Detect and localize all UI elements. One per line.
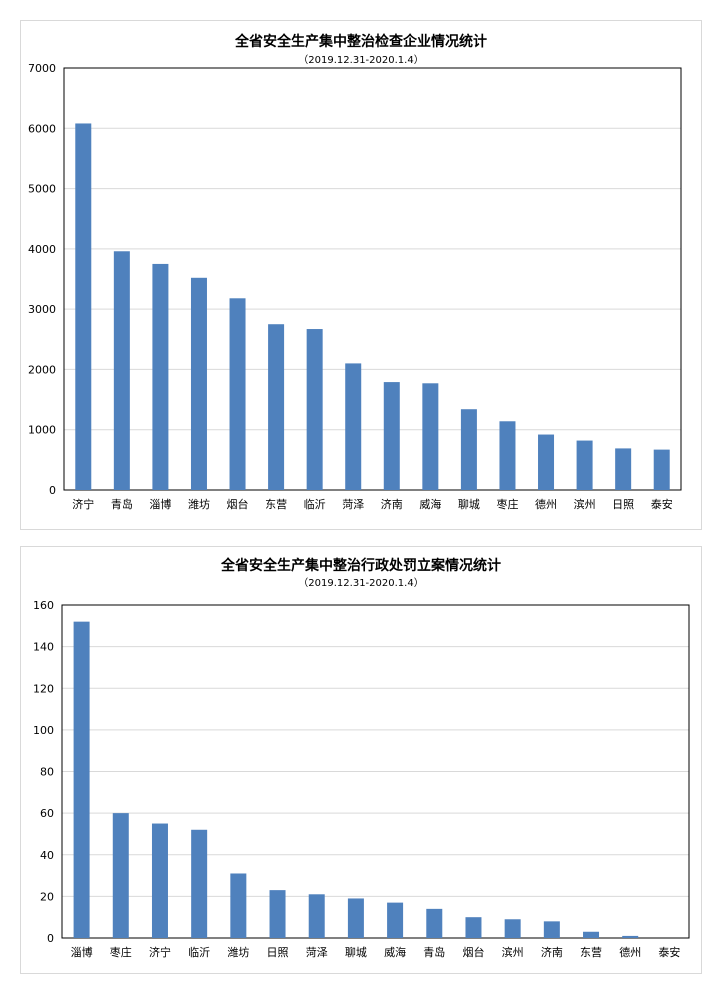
y-tick-label: 6000 — [28, 122, 56, 135]
chart-subtitle: （2019.12.31-2020.1.4） — [298, 55, 424, 66]
x-tick-label: 临沂 — [188, 945, 210, 959]
x-tick-label: 济南 — [381, 497, 403, 511]
x-tick-label: 潍坊 — [227, 945, 249, 959]
bar — [73, 621, 90, 938]
bar — [460, 409, 477, 490]
x-tick-label: 潍坊 — [188, 497, 210, 511]
x-tick-label: 滨州 — [574, 497, 596, 511]
x-tick-label: 德州 — [535, 497, 557, 511]
penalties-bar-chart: 0 20 40 60 80 100 120 140 160 淄博 枣庄 济宁 临沂 潍坊 日照 菏泽 聊城 威海 青… — [33, 599, 690, 959]
y-tick-label: 4000 — [28, 243, 56, 256]
chart-title: 全省安全生产集中整治行政处罚立案情况统计 — [221, 558, 501, 574]
y-tick-label: 20 — [40, 890, 54, 903]
bar — [538, 434, 555, 490]
y-tick-label: 3000 — [28, 303, 56, 316]
bar — [576, 440, 593, 490]
y-tick-label: 160 — [33, 599, 54, 612]
x-tick-label: 日照 — [267, 946, 289, 959]
bar — [75, 123, 92, 490]
bar — [190, 277, 207, 490]
x-tick-label: 东营 — [580, 945, 602, 959]
bar — [499, 421, 516, 490]
x-tick-label: 淄博 — [71, 946, 93, 959]
x-tick-label: 东营 — [265, 497, 287, 511]
bar — [383, 382, 400, 490]
x-tick-label: 威海 — [384, 945, 406, 959]
y-tick-label: 80 — [40, 766, 54, 779]
x-tick-label: 德州 — [619, 945, 641, 959]
x-tick-label: 济宁 — [149, 945, 171, 959]
y-tick-label: 0 — [47, 932, 54, 945]
bar — [308, 894, 325, 938]
y-tick-label: 0 — [49, 484, 56, 497]
bar — [306, 329, 323, 490]
x-tick-label: 泰安 — [658, 945, 680, 959]
bar — [230, 873, 247, 938]
bar — [622, 935, 639, 938]
y-tick-label: 2000 — [28, 363, 56, 376]
bar — [387, 902, 404, 938]
bar — [268, 324, 285, 490]
x-tick-label: 泰安 — [651, 497, 673, 511]
chart-subtitle: （2019.12.31-2020.1.4） — [298, 578, 424, 589]
bar — [269, 890, 286, 938]
bar — [151, 823, 168, 938]
bar — [543, 921, 560, 938]
x-tick-label: 青岛 — [423, 945, 445, 959]
x-tick-label: 枣庄 — [496, 497, 518, 511]
bar — [426, 908, 443, 938]
bar — [113, 251, 130, 490]
bar — [615, 448, 632, 490]
chart-title: 全省安全生产集中整治检查企业情况统计 — [235, 34, 487, 50]
y-tick-label: 7000 — [28, 62, 56, 75]
x-tick-label: 滨州 — [502, 945, 524, 959]
x-tick-label: 临沂 — [304, 497, 326, 511]
bar — [152, 263, 169, 490]
bar — [229, 298, 246, 490]
bar — [653, 449, 670, 490]
chart-panel-penalties: 全省安全生产集中整治行政处罚立案情况统计 （2019.12.31-2020.1.… — [20, 546, 702, 974]
plot-frame — [61, 604, 690, 939]
bar — [583, 931, 600, 938]
y-tick-label: 100 — [33, 724, 54, 737]
x-tick-label: 青岛 — [111, 497, 133, 511]
x-tick-label: 烟台 — [462, 945, 484, 959]
bar — [465, 917, 482, 938]
x-tick-label: 威海 — [419, 497, 441, 511]
x-tick-label: 菏泽 — [342, 498, 364, 511]
y-tick-label: 40 — [40, 849, 54, 862]
y-tick-label: 140 — [33, 641, 54, 654]
x-tick-label: 聊城 — [345, 945, 367, 959]
y-tick-label: 5000 — [28, 183, 56, 196]
bar — [191, 829, 208, 938]
bar — [347, 898, 364, 938]
x-tick-label: 枣庄 — [110, 945, 132, 959]
plot-frame — [63, 67, 682, 491]
chart-panel-inspections: 全省安全生产集中整治检查企业情况统计 （2019.12.31-2020.1.4）… — [20, 20, 702, 530]
x-tick-label: 济宁 — [72, 497, 94, 511]
x-tick-label: 济南 — [541, 945, 563, 959]
y-tick-label: 120 — [33, 682, 54, 695]
x-tick-label: 淄博 — [149, 498, 171, 511]
x-tick-label: 烟台 — [227, 497, 249, 511]
bar — [422, 383, 439, 490]
bar — [504, 919, 521, 938]
inspections-bar-chart: 0 1000 2000 3000 4000 5000 6000 7000 济宁 青岛 淄博 潍坊 烟台 东… — [28, 62, 682, 511]
x-tick-label: 菏泽 — [306, 946, 328, 959]
y-tick-label: 1000 — [28, 424, 56, 437]
x-tick-label: 聊城 — [458, 497, 480, 511]
x-tick-label: 日照 — [612, 498, 634, 511]
bar — [112, 813, 129, 938]
y-tick-label: 60 — [40, 807, 54, 820]
bar — [345, 363, 362, 490]
